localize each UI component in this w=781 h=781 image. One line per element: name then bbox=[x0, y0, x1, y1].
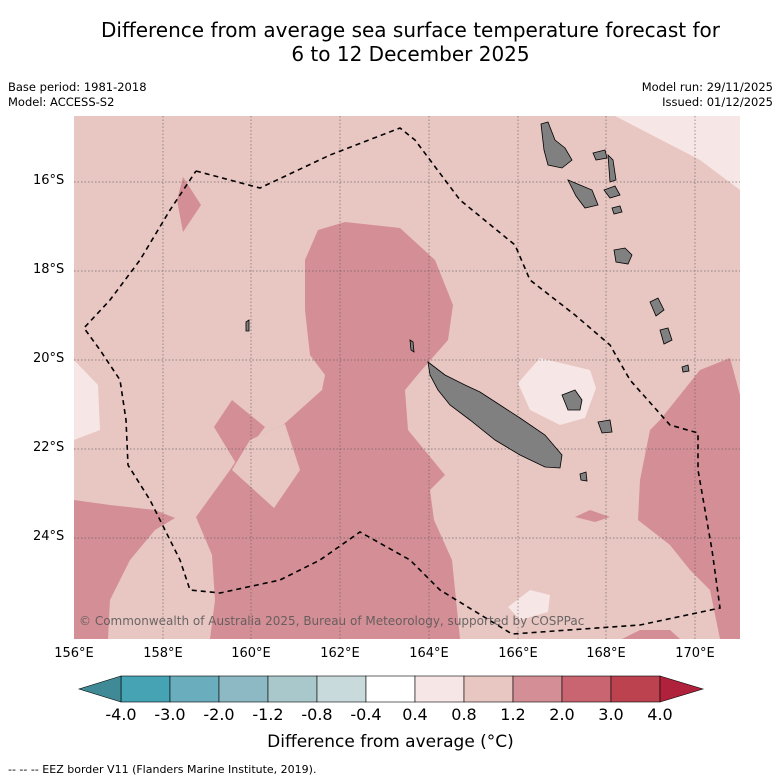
colorbar-segment bbox=[561, 675, 612, 703]
map-panel bbox=[74, 116, 740, 639]
chesterfield-islet bbox=[245, 319, 250, 332]
colorbar-segment bbox=[610, 675, 661, 703]
efate-island bbox=[613, 247, 633, 265]
colorbar-segment bbox=[365, 675, 416, 703]
colorbar-segment bbox=[218, 675, 269, 703]
background-patch bbox=[232, 424, 300, 508]
graticule bbox=[74, 116, 740, 639]
aneityum-island bbox=[681, 364, 690, 373]
warm-anomaly-small-south bbox=[575, 510, 610, 522]
warm-anomaly-southwest bbox=[74, 500, 175, 639]
longitude-label: 168°E bbox=[586, 646, 626, 661]
erromango-island bbox=[649, 297, 665, 317]
colorbar-segment bbox=[267, 675, 318, 703]
model-name: Model: ACCESS-S2 bbox=[8, 95, 115, 109]
base-period: Base period: 1981-2018 bbox=[8, 80, 147, 94]
title-line-1: Difference from average sea surface temp… bbox=[100, 18, 720, 42]
lifou-island bbox=[561, 389, 583, 411]
longitude-label: 166°E bbox=[498, 646, 538, 661]
light-anomaly-south bbox=[508, 590, 550, 620]
malakula-island bbox=[567, 179, 599, 209]
colorbar-tick-label: 0.4 bbox=[402, 705, 428, 724]
pentecost-island bbox=[607, 153, 617, 183]
latitude-label: 20°S bbox=[33, 351, 65, 366]
colorbar-tick-label: -0.4 bbox=[350, 705, 382, 724]
warm-anomaly-east bbox=[638, 358, 740, 639]
longitude-label: 164°E bbox=[409, 646, 449, 661]
warm-anomaly-central bbox=[196, 222, 460, 639]
isle-of-pines bbox=[579, 471, 588, 482]
colorbar-under-extension bbox=[77, 675, 122, 703]
colorbar-segment bbox=[414, 675, 465, 703]
epi-island bbox=[611, 205, 623, 215]
colorbar-over-extension bbox=[659, 675, 705, 703]
meta-right: Model run: 29/11/2025 Issued: 01/12/2025 bbox=[642, 80, 773, 110]
colorbar-tick-label: -1.2 bbox=[252, 705, 284, 724]
latitude-label: 22°S bbox=[33, 440, 65, 455]
latitude-label: 16°S bbox=[33, 173, 65, 188]
colorbar-tick-label: -4.0 bbox=[105, 705, 137, 724]
colorbar-tick-label: -3.0 bbox=[154, 705, 186, 724]
issued-date: Issued: 01/12/2025 bbox=[662, 95, 773, 109]
colorbar-segment bbox=[512, 675, 563, 703]
longitude-label: 160°E bbox=[231, 646, 271, 661]
colorbar-tick-label: -0.8 bbox=[301, 705, 333, 724]
colorbar-tick-label: 2.0 bbox=[549, 705, 575, 724]
tanna-island bbox=[659, 327, 673, 345]
copyright-notice: © Commonwealth of Australia 2025, Bureau… bbox=[79, 614, 585, 628]
colorbar-segment bbox=[169, 675, 220, 703]
longitude-label: 162°E bbox=[320, 646, 360, 661]
title-line-2: 6 to 12 December 2025 bbox=[291, 42, 530, 66]
colorbar-segment bbox=[463, 675, 514, 703]
warm-anomaly-small-north bbox=[177, 177, 201, 232]
colorbar-tick-label: 0.8 bbox=[451, 705, 477, 724]
colorbar-tick-label: 3.0 bbox=[598, 705, 624, 724]
longitude-label: 170°E bbox=[675, 646, 715, 661]
colorbar-segment bbox=[316, 675, 367, 703]
colorbar-segment bbox=[120, 675, 171, 703]
colorbar-tick-label: 4.0 bbox=[647, 705, 673, 724]
belep-islet bbox=[409, 339, 415, 353]
eez-border bbox=[82, 127, 721, 635]
chart-title: Difference from average sea surface temp… bbox=[40, 18, 781, 66]
mare-island bbox=[597, 419, 613, 434]
colorbar bbox=[77, 675, 705, 703]
warm-anomaly-west-patch bbox=[214, 400, 265, 470]
colorbar-tick-label: -2.0 bbox=[203, 705, 235, 724]
ambae-island bbox=[592, 149, 608, 161]
longitude-label: 156°E bbox=[54, 646, 94, 661]
latitude-label: 18°S bbox=[33, 262, 65, 277]
longitude-label: 158°E bbox=[143, 646, 183, 661]
espiritu-santo-island bbox=[540, 121, 573, 169]
meta-left: Base period: 1981-2018 Model: ACCESS-S2 bbox=[8, 80, 147, 110]
new-caledonia-landmass bbox=[427, 361, 563, 469]
latitude-label: 24°S bbox=[33, 529, 65, 544]
colorbar-title: Difference from average (°C) bbox=[267, 732, 514, 752]
ambrym-island bbox=[603, 185, 621, 199]
eez-legend-note: -- -- -- EEZ border V11 (Flanders Marine… bbox=[8, 763, 317, 776]
light-anomaly-northeast bbox=[615, 116, 740, 190]
colorbar-tick-label: 1.2 bbox=[500, 705, 526, 724]
light-anomaly-west bbox=[74, 360, 100, 440]
model-run: Model run: 29/11/2025 bbox=[641, 80, 773, 94]
warm-anomaly-small-southeast bbox=[622, 630, 680, 639]
